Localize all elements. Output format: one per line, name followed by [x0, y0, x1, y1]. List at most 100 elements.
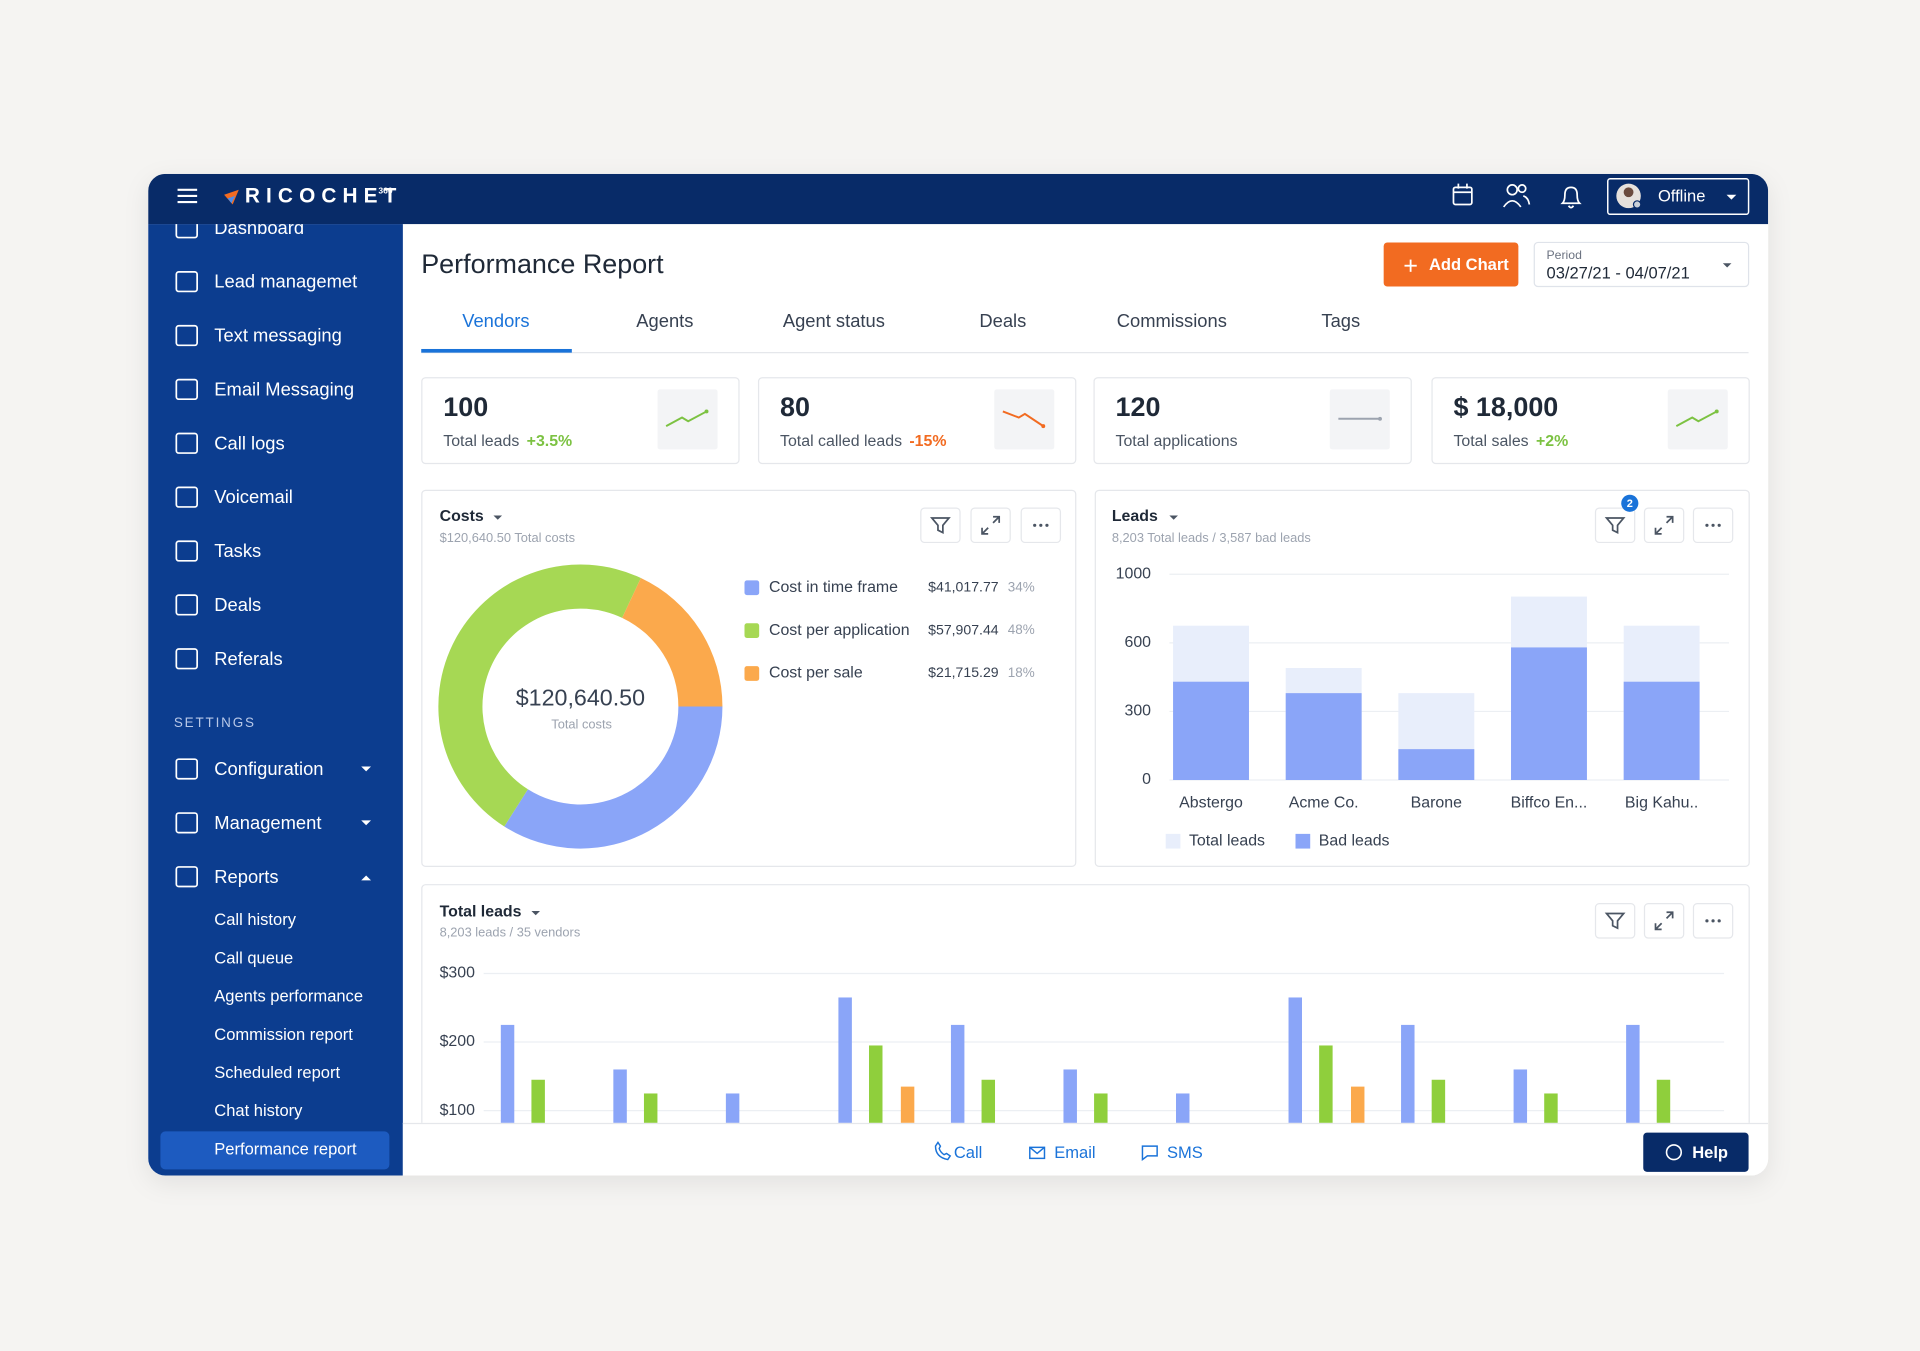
tab[interactable]: Deals: [979, 310, 1026, 331]
period-label: Period: [1547, 248, 1583, 262]
filter-badge: [1621, 494, 1639, 512]
kpi-label: Total leads: [443, 433, 519, 450]
kpi-label: Total applications: [1116, 433, 1238, 450]
legend-swatch: [744, 666, 760, 681]
bar: [1511, 647, 1587, 780]
nav-subitem[interactable]: Commission report: [214, 1025, 353, 1044]
nav-item[interactable]: Voicemail: [214, 486, 293, 507]
nav-subitem[interactable]: Performance report: [214, 1139, 357, 1158]
caret: [493, 515, 503, 520]
nav-item[interactable]: Email Messaging: [214, 378, 354, 399]
y-tick-label: $200: [440, 1033, 476, 1050]
bell-icon[interactable]: [1560, 186, 1582, 209]
chart-tool[interactable]: [970, 507, 1011, 544]
legend-label: Cost per sale: [769, 665, 863, 682]
nav-icon: [175, 812, 199, 834]
tab[interactable]: Vendors: [462, 310, 529, 331]
legend-percent: 18%: [1008, 665, 1035, 680]
chart-tool[interactable]: [1643, 903, 1685, 939]
nav-item[interactable]: Configuration: [214, 758, 323, 779]
nav-icon: [175, 594, 199, 616]
caret: [531, 911, 540, 916]
logo: RICOCHET: [245, 185, 403, 208]
nav-item[interactable]: Management: [214, 812, 321, 833]
bar: [1623, 681, 1700, 780]
chart-tool[interactable]: [1594, 507, 1636, 544]
filter-badge-count: 2: [1627, 498, 1633, 510]
status-dropdown[interactable]: [1607, 178, 1750, 216]
kpi-label-line: Total applications: [1116, 433, 1238, 450]
people-icon[interactable]: [1502, 184, 1531, 208]
kpi-value: $ 18,000: [1453, 392, 1558, 422]
chart-tool[interactable]: [1643, 507, 1685, 544]
avatar-face: [1623, 187, 1634, 198]
caret: [1722, 263, 1732, 268]
nav-subitem[interactable]: Chat history: [214, 1101, 303, 1120]
help-button[interactable]: [1643, 1132, 1749, 1172]
nav-item[interactable]: Tasks: [214, 540, 261, 561]
legend-amount: $57,907.44: [928, 621, 999, 637]
tab[interactable]: Commissions: [1117, 310, 1227, 331]
legend-label: Total leads: [1189, 832, 1265, 849]
nav-subitem[interactable]: Agents performance: [214, 987, 363, 1006]
more-dot: [1033, 523, 1037, 527]
calendar-icon[interactable]: [1452, 183, 1473, 206]
chart-tool[interactable]: [1594, 903, 1636, 939]
chart-tool[interactable]: [920, 507, 961, 544]
nav-item[interactable]: Deals: [214, 594, 261, 615]
more-dot: [1705, 523, 1709, 527]
period-value: 03/27/21 - 04/07/21: [1547, 264, 1690, 283]
active-highlight: [160, 1131, 390, 1170]
legend-label: Bad leads: [1319, 832, 1390, 849]
footer-links: Call Email SMS: [954, 1143, 1203, 1162]
nav-item[interactable]: Referals: [214, 648, 282, 669]
menu-icon[interactable]: [177, 188, 198, 204]
y-tick-label: 1000: [1116, 565, 1152, 582]
nav-icon: [175, 270, 199, 293]
more-dot: [1705, 919, 1709, 923]
nav-item[interactable]: Text messaging: [214, 325, 342, 346]
nav-subitem[interactable]: Scheduled report: [214, 1063, 340, 1082]
y-tick-label: 600: [1124, 634, 1151, 651]
kpi-delta: -15%: [909, 433, 946, 450]
legend-swatch: [744, 580, 760, 596]
nav-item[interactable]: Lead managemet: [214, 271, 357, 292]
nav-subitem[interactable]: Call queue: [214, 948, 293, 967]
chart-subtitle: 8,203 leads / 35 vendors: [440, 924, 581, 939]
nav-item[interactable]: Call logs: [214, 432, 284, 453]
nav-icon: [175, 324, 199, 347]
nav-subitem[interactable]: Call history: [214, 910, 296, 929]
footer-link[interactable]: Email: [1054, 1143, 1095, 1162]
kpi-label: Total sales: [1453, 433, 1528, 450]
donut-total: $120,640.50: [516, 684, 645, 710]
filter-icon: [1604, 517, 1626, 535]
tab[interactable]: Agents: [636, 310, 693, 331]
tab[interactable]: Agent status: [783, 310, 885, 331]
kpi-value: 80: [780, 392, 810, 422]
y-tick-label: 300: [1124, 703, 1151, 720]
x-tick-label: Big Kahu..: [1625, 794, 1698, 811]
expand-icon: [981, 515, 1001, 535]
footer-link[interactable]: Call: [954, 1143, 982, 1162]
caret: [361, 875, 372, 881]
top-bar: [148, 173, 1769, 225]
add-chart-button[interactable]: [1383, 242, 1519, 287]
x-tick-label: Abstergo: [1179, 794, 1243, 811]
trend-tip: [1714, 409, 1719, 414]
nav-item[interactable]: Reports: [214, 866, 278, 887]
period-picker[interactable]: [1533, 241, 1750, 288]
expand-icon: [1654, 515, 1674, 535]
kpi-value: 120: [1116, 392, 1161, 422]
trend-icon: [665, 410, 707, 427]
chart-subtitle: $120,640.50 Total costs: [440, 530, 575, 545]
trend-box: [994, 389, 1055, 450]
tab[interactable]: Tags: [1321, 310, 1360, 331]
footer-link[interactable]: SMS: [1167, 1143, 1203, 1162]
bar: [1285, 693, 1362, 780]
bar: [1173, 681, 1249, 780]
trend-tip: [1041, 424, 1046, 429]
legend-swatch: [1165, 833, 1181, 849]
